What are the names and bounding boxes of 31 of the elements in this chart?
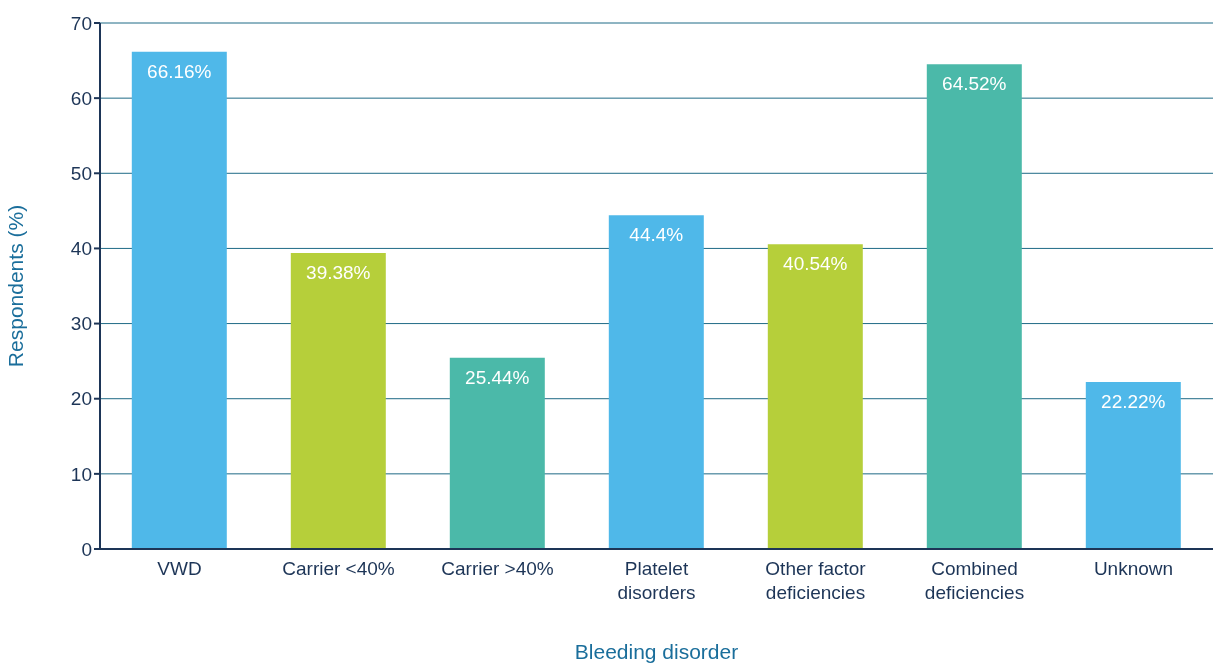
x-tick-label: Unknown [1093, 558, 1174, 579]
bar [608, 215, 704, 549]
x-tick-label: Combined deficiencies [924, 558, 1025, 603]
bar [767, 244, 863, 549]
y-tick-label: 30 [70, 313, 92, 335]
y-axis-title: Respondents (%) [4, 204, 28, 368]
data-label: 25.44% [465, 366, 530, 388]
x-tick-label: Carrier <40% [282, 558, 395, 579]
data-label: 22.22% [1101, 391, 1166, 413]
y-tick-label: 10 [70, 463, 92, 485]
x-axis-title: Bleeding disorder [574, 640, 739, 663]
y-tick-label: 0 [81, 538, 92, 560]
x-tick-label: Other factor deficiencies [765, 558, 867, 603]
data-label: 64.52% [942, 73, 1007, 95]
bar [1085, 382, 1181, 549]
y-tick-label: 40 [70, 238, 92, 260]
y-tick-label: 20 [70, 388, 92, 410]
x-tick-label: Platelet disorders [617, 558, 696, 603]
bar [131, 51, 227, 549]
y-tick-label: 70 [70, 12, 92, 34]
data-label: 44.4% [629, 224, 684, 246]
x-tick-label: VWD [157, 558, 202, 579]
bar [449, 357, 545, 549]
data-label: 40.54% [783, 253, 848, 275]
data-label: 66.16% [147, 60, 212, 82]
y-tick-label: 60 [70, 87, 92, 109]
bar [290, 253, 386, 549]
x-tick-label: Carrier >40% [441, 558, 554, 579]
y-tick-label: 50 [70, 163, 92, 185]
bar [926, 64, 1022, 549]
data-label: 39.38% [306, 262, 371, 284]
